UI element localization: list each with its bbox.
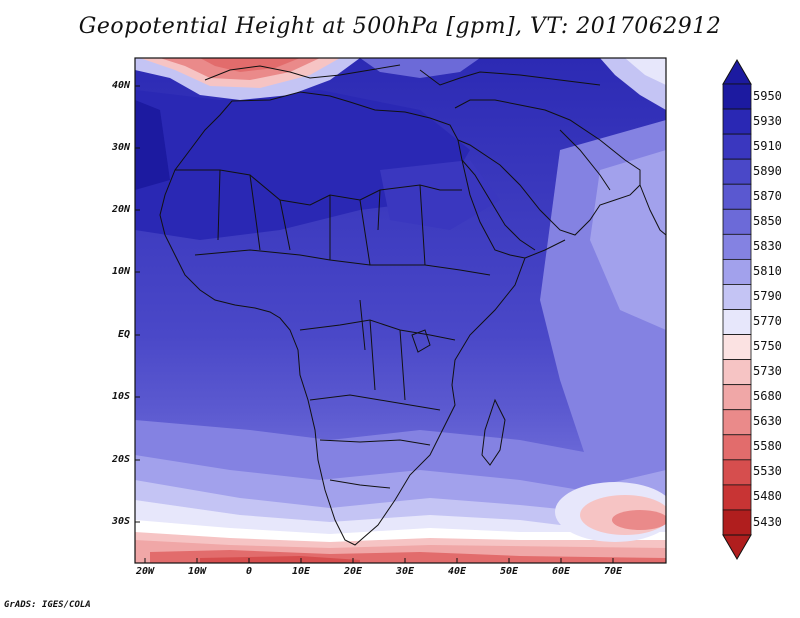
colorbar-level-label: 5890: [753, 163, 782, 178]
colorbar-level-label: 5680: [753, 389, 782, 404]
colorbar-top-arrow: [722, 59, 752, 85]
colorbar-swatch: [722, 108, 752, 135]
colorbar-level-label: 5770: [753, 314, 782, 328]
lat-label: 40N: [111, 80, 130, 91]
colorbar-level-label: 5790: [753, 289, 782, 303]
colorbar-swatch: [722, 233, 752, 260]
colorbar-swatch: [722, 334, 752, 361]
colorbar: [722, 59, 752, 560]
lat-label: 10S: [111, 391, 130, 402]
colorbar-swatch: [722, 509, 752, 536]
colorbar-level-label: 5930: [753, 113, 782, 128]
axis-ticks: [135, 85, 614, 563]
colorbar-swatch: [722, 208, 752, 235]
colorbar-swatch: [722, 158, 752, 185]
lon-label: 0: [245, 566, 253, 577]
colorbar-swatch: [722, 309, 752, 335]
colorbar-swatch: [722, 258, 752, 285]
colorbar-swatch: [722, 384, 752, 411]
colorbar-level-label: 5480: [753, 489, 782, 504]
lon-label: 20E: [343, 566, 363, 577]
lon-label: 10E: [291, 566, 311, 577]
lat-label: EQ: [117, 329, 130, 340]
lon-label: 20W: [135, 566, 155, 577]
lat-label: 20S: [111, 454, 130, 465]
height-field: [135, 58, 666, 563]
colorbar-level-label: 5580: [753, 439, 782, 454]
lat-label: 30S: [111, 516, 130, 527]
lon-label: 70E: [603, 566, 623, 577]
colorbar-swatch: [722, 83, 752, 110]
coastlines: [159, 64, 666, 546]
lon-label: 10W: [187, 566, 207, 577]
lon-label: 60E: [551, 566, 571, 577]
colorbar-swatch: [722, 133, 752, 160]
lon-label: 30E: [395, 566, 415, 577]
lat-label: 10N: [111, 266, 130, 277]
colorbar-level-label: 5950: [753, 88, 782, 103]
colorbar-level-label: 5810: [753, 263, 782, 278]
lat-label: 30N: [111, 142, 130, 153]
credit-text: GrADS: IGES/COLA: [4, 600, 91, 610]
colorbar-level-label: 5730: [753, 364, 782, 379]
colorbar-swatch: [722, 484, 752, 511]
colorbar-swatch: [722, 409, 752, 436]
colorbar-level-label: 5830: [753, 238, 782, 253]
colorbar-swatch: [722, 284, 752, 310]
colorbar-level-label: 5530: [753, 464, 782, 479]
colorbar-bottom-arrow: [722, 534, 752, 560]
colorbar-level-label: 5870: [753, 188, 782, 203]
colorbar-level-label: 5430: [753, 514, 782, 529]
lon-label: 40E: [447, 566, 467, 577]
colorbar-swatch: [722, 183, 752, 210]
lat-label: 20N: [111, 204, 130, 215]
lon-label: 50E: [499, 566, 519, 577]
colorbar-level-label: 5630: [753, 414, 782, 429]
colorbar-swatch: [722, 459, 752, 486]
colorbar-swatch: [722, 434, 752, 461]
colorbar-level-label: 5850: [753, 213, 782, 228]
colorbar-swatch: [722, 359, 752, 386]
chart-title: Geopotential Height at 500hPa [gpm], VT:…: [78, 14, 722, 39]
colorbar-level-label: 5750: [753, 339, 782, 354]
plot-frame: [134, 57, 667, 564]
colorbar-level-label: 5910: [753, 138, 782, 153]
